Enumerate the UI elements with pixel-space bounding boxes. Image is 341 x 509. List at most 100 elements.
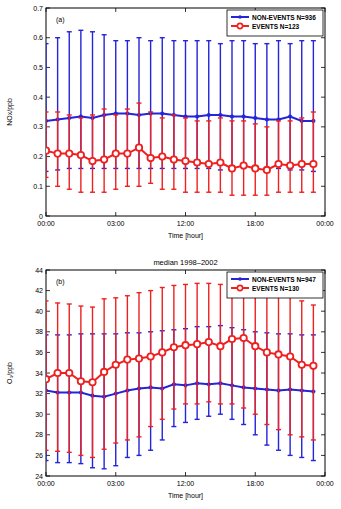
error-bar: [253, 286, 258, 414]
series: [46, 30, 316, 171]
error-bar-cap: [183, 284, 188, 285]
error-bar: [183, 284, 188, 403]
data-point: [124, 356, 130, 362]
x-tick: [46, 8, 47, 12]
x-tick: [46, 472, 47, 476]
error-bar-cap: [55, 37, 60, 38]
x-tick: [325, 212, 326, 216]
data-point: [160, 112, 164, 116]
data-point: [54, 150, 60, 156]
error-bar: [46, 112, 49, 177]
error-bar-cap: [206, 416, 211, 417]
error-bar-cap: [78, 463, 83, 464]
figure: 00.10.20.30.40.50.60.700:0003:0012:0018:…: [0, 0, 341, 509]
error-bar-cap: [264, 43, 269, 44]
error-bar: [264, 127, 269, 195]
error-bar-cap: [171, 114, 176, 115]
x-tick: [115, 270, 116, 274]
x-tick: [325, 270, 326, 274]
error-bar-cap: [102, 449, 107, 450]
x-tick-label: 00:00: [316, 220, 334, 227]
error-bar: [288, 296, 293, 435]
error-bar-stem: [196, 121, 197, 192]
error-bar: [160, 288, 165, 420]
error-bar-cap: [125, 439, 130, 440]
error-bar-stem: [243, 282, 244, 408]
error-bar-cap: [183, 403, 188, 404]
x-tick-label: 03:00: [107, 480, 125, 487]
error-bar-cap: [218, 284, 223, 285]
error-bar-stem: [266, 291, 267, 425]
data-point: [136, 144, 142, 150]
data-point: [195, 115, 199, 119]
series: [46, 326, 316, 469]
data-point: [310, 161, 316, 167]
data-point: [229, 165, 235, 171]
error-bar-cap: [90, 192, 95, 193]
data-layer: [46, 30, 317, 195]
error-bar-stem: [57, 303, 58, 451]
y-tick: [46, 290, 50, 291]
error-bar-cap: [230, 419, 235, 420]
legend-label: EVENTS N=123: [252, 23, 300, 30]
error-bar: [241, 121, 246, 195]
error-bar-cap: [206, 283, 211, 284]
error-bar-stem: [278, 121, 279, 192]
data-point: [184, 115, 188, 119]
error-bar-cap: [241, 120, 246, 121]
error-bar-cap: [241, 424, 246, 425]
error-bar-cap: [218, 192, 223, 193]
data-point: [78, 378, 84, 384]
error-bar: [55, 303, 60, 451]
error-bar-cap: [183, 422, 188, 423]
error-bar: [230, 121, 235, 195]
error-bar-cap: [230, 40, 235, 41]
error-bar-cap: [171, 285, 176, 286]
error-bar-cap: [276, 192, 281, 193]
x-tick: [255, 212, 256, 216]
error-bar-stem: [301, 301, 302, 437]
error-bar-stem: [173, 115, 174, 189]
x-tick: [115, 212, 116, 216]
data-point: [252, 343, 258, 349]
error-bar-stem: [46, 112, 47, 177]
error-bar-cap: [55, 111, 60, 112]
error-bar: [311, 112, 316, 192]
error-bar: [241, 282, 246, 408]
data-point: [207, 113, 211, 117]
error-bar-cap: [206, 192, 211, 193]
data-point: [206, 161, 212, 167]
x-tick: [46, 270, 47, 274]
error-bar: [171, 115, 176, 189]
error-bar-stem: [103, 109, 104, 192]
y-tick-label: 26: [35, 452, 43, 459]
y-tick: [46, 8, 50, 9]
error-bar-cap: [299, 457, 304, 458]
x-tick-label: 12:00: [177, 220, 195, 227]
error-bar: [55, 112, 60, 186]
y-tick-label: 32: [35, 390, 43, 397]
error-bar-cap: [137, 455, 142, 456]
error-bar-cap: [171, 40, 176, 41]
error-bar-stem: [220, 118, 221, 192]
error-bar-cap: [55, 451, 60, 452]
y-tick-label: 0.1: [33, 183, 43, 190]
error-bar-cap: [311, 439, 316, 440]
error-bar-cap: [160, 37, 165, 38]
error-bar: [195, 283, 200, 404]
error-bar-cap: [264, 424, 269, 425]
legend: NON-EVENTS N=936EVENTS N=123: [227, 10, 323, 36]
y-tick: [321, 8, 325, 9]
error-bar: [183, 118, 188, 192]
legend-box: [227, 10, 323, 36]
panel-label: (a): [56, 16, 65, 24]
data-point: [252, 165, 258, 171]
x-tick: [115, 472, 116, 476]
data-point: [54, 370, 60, 376]
y-tick-label: 0.3: [33, 123, 43, 130]
series-line: [46, 148, 313, 170]
chart-panel: 242628303234363840424400:0003:0012:0018:…: [6, 258, 334, 500]
y-tick: [321, 331, 325, 332]
error-bar-cap: [160, 419, 165, 420]
y-tick: [46, 476, 50, 477]
